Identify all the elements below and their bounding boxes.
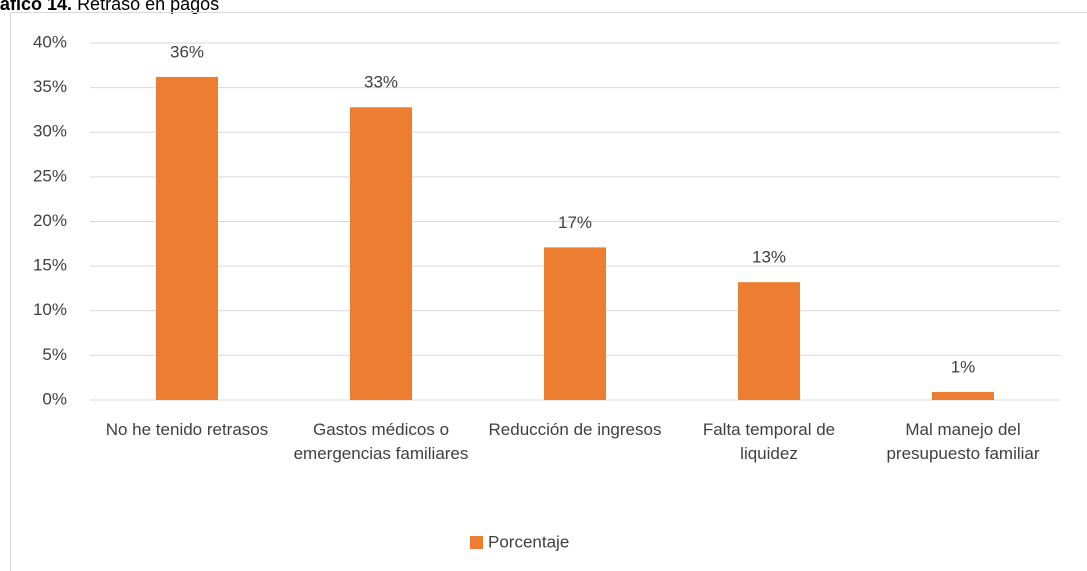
bar xyxy=(544,247,606,400)
y-tick-label: 15% xyxy=(33,256,67,275)
y-tick-label: 25% xyxy=(33,166,67,185)
bar xyxy=(738,282,800,400)
x-tick-label: Gastos médicos o emergencias familiares xyxy=(293,420,469,463)
legend-label: Porcentaje xyxy=(488,532,569,551)
x-tick-label: Mal manejo del presupuesto familiar xyxy=(886,420,1040,463)
data-label: 17% xyxy=(558,213,592,232)
bar xyxy=(932,391,994,400)
data-label: 36% xyxy=(170,42,204,61)
y-tick-label: 5% xyxy=(42,345,67,364)
data-label: 13% xyxy=(752,248,786,267)
y-tick-label: 30% xyxy=(33,122,67,141)
data-label: 1% xyxy=(951,357,976,376)
legend-swatch xyxy=(470,536,483,549)
y-tick-label: 40% xyxy=(33,32,67,51)
y-tick-label: 20% xyxy=(33,211,67,230)
y-tick-label: 0% xyxy=(42,389,67,408)
bar xyxy=(350,107,412,400)
bar xyxy=(156,76,218,400)
title-text: Retraso en pagos xyxy=(77,0,220,14)
chart-frame xyxy=(10,12,1087,571)
y-tick-label: 35% xyxy=(33,77,67,96)
y-tick-label: 10% xyxy=(33,300,67,319)
chart-title: áfico 14. Retraso en pagos xyxy=(0,0,219,15)
x-tick-label: No he tenido retrasos xyxy=(105,420,269,439)
title-prefix: áfico 14. xyxy=(0,0,73,14)
x-tick-label: Reducción de ingresos xyxy=(488,420,662,439)
x-tick-label: Falta temporal de liquidez xyxy=(702,420,836,463)
data-label: 33% xyxy=(364,73,398,92)
